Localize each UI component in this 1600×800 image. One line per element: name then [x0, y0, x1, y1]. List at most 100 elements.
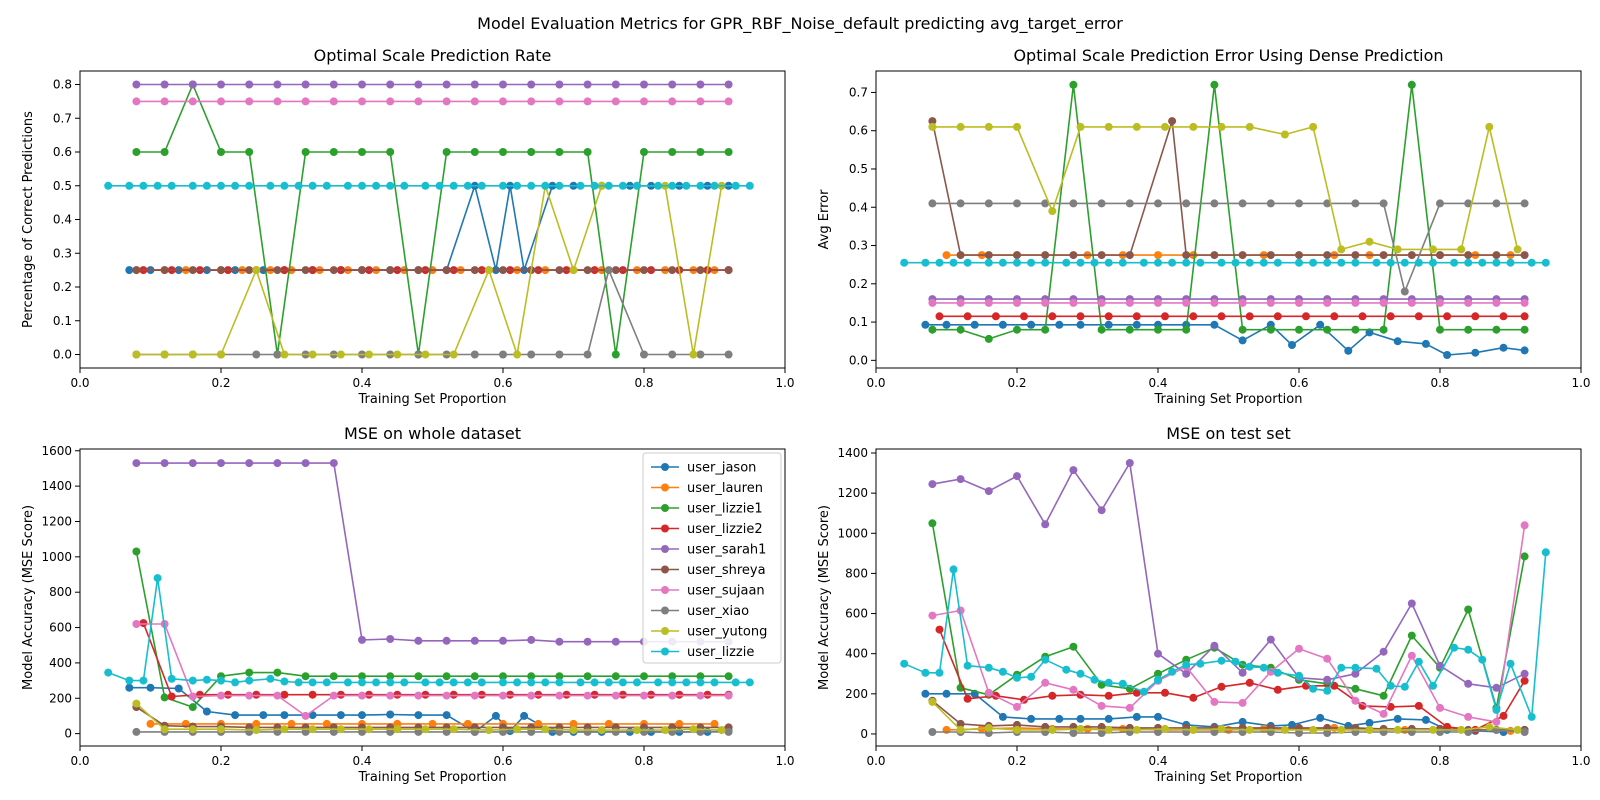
- data-point: [449, 350, 458, 359]
- data-point: [1125, 298, 1134, 307]
- data-point: [1280, 130, 1289, 139]
- data-point: [1238, 325, 1247, 334]
- data-point: [1492, 258, 1501, 267]
- data-point: [1217, 258, 1226, 267]
- data-point: [146, 719, 155, 728]
- legend-entry: user_lizzie2: [651, 522, 763, 537]
- data-point: [1259, 663, 1268, 672]
- data-point: [1520, 676, 1529, 685]
- data-point: [1182, 251, 1191, 260]
- data-point: [1379, 647, 1388, 656]
- x-tick-label: 0.8: [1430, 376, 1449, 390]
- legend-label: user_sujaan: [687, 584, 765, 599]
- plot-area: [104, 459, 754, 736]
- data-point: [1266, 325, 1275, 334]
- data-point: [1273, 668, 1282, 677]
- data-point: [1217, 312, 1226, 321]
- data-point: [104, 668, 113, 677]
- data-point: [696, 672, 705, 681]
- data-point: [1464, 712, 1473, 721]
- data-point: [668, 350, 677, 359]
- data-point: [470, 350, 479, 359]
- legend-marker: [661, 606, 669, 615]
- data-point: [1506, 659, 1515, 668]
- x-tick-label: 0.8: [634, 754, 653, 768]
- series-9: [928, 122, 1522, 254]
- data-point: [1393, 714, 1402, 723]
- data-point: [1069, 80, 1078, 89]
- legend-marker: [661, 504, 669, 512]
- data-point: [449, 678, 458, 687]
- series-line: [932, 84, 1525, 340]
- data-point: [202, 707, 211, 716]
- data-point: [668, 266, 677, 275]
- x-tick-label: 0.0: [70, 754, 89, 768]
- data-point: [1520, 346, 1529, 355]
- data-point: [1097, 199, 1106, 208]
- data-point: [245, 80, 254, 89]
- data-point: [1104, 725, 1113, 734]
- data-point: [301, 266, 310, 275]
- data-point: [188, 350, 197, 359]
- y-tick-label: 0.7: [53, 111, 72, 125]
- data-point: [984, 251, 993, 260]
- data-point: [675, 719, 684, 728]
- data-point: [1379, 298, 1388, 307]
- data-point: [421, 725, 430, 734]
- data-point: [513, 350, 522, 359]
- data-point: [928, 611, 937, 620]
- data-point: [1407, 631, 1416, 640]
- data-point: [583, 691, 592, 700]
- data-point: [329, 691, 338, 700]
- x-tick-label: 0.4: [352, 376, 371, 390]
- data-point: [1471, 348, 1480, 357]
- data-point: [1210, 697, 1219, 706]
- data-point: [928, 117, 937, 126]
- data-point: [1055, 320, 1064, 329]
- data-point: [358, 691, 366, 700]
- data-point: [1436, 661, 1444, 670]
- y-tick-label: 0.0: [849, 353, 868, 367]
- data-point: [1351, 298, 1360, 307]
- data-point: [336, 725, 345, 734]
- data-point: [1069, 729, 1078, 737]
- data-point: [1436, 325, 1444, 334]
- data-point: [928, 728, 937, 736]
- data-point: [1104, 122, 1113, 131]
- data-point: [365, 350, 373, 359]
- data-point: [499, 678, 507, 687]
- y-tick-label: 0.4: [53, 213, 72, 227]
- data-point: [1168, 667, 1177, 676]
- data-point: [633, 181, 641, 190]
- axes-frame: [875, 70, 1582, 369]
- data-point: [1365, 718, 1374, 727]
- chart-2: Optimal Scale Prediction Error Using Den…: [817, 46, 1591, 407]
- data-point: [400, 678, 409, 687]
- data-point: [329, 459, 338, 468]
- y-axis-label: Model Accuracy (MSE Score): [817, 505, 832, 690]
- data-point: [935, 258, 944, 267]
- data-point: [654, 181, 663, 190]
- data-point: [1351, 684, 1360, 693]
- data-point: [139, 619, 148, 628]
- data-point: [724, 672, 733, 681]
- data-point: [1027, 672, 1036, 681]
- data-point: [1436, 251, 1444, 260]
- data-point: [921, 258, 930, 267]
- data-point: [513, 181, 522, 190]
- data-point: [421, 350, 430, 359]
- data-point: [245, 676, 254, 685]
- legend-label: user_lauren: [687, 481, 763, 496]
- series-7: [928, 298, 1529, 307]
- plot-area: [900, 459, 1550, 737]
- data-point: [1421, 339, 1430, 348]
- data-point: [273, 691, 282, 700]
- data-point: [928, 325, 937, 334]
- data-point: [1154, 258, 1162, 267]
- data-point: [188, 692, 197, 701]
- series-line: [932, 202, 1525, 293]
- data-point: [343, 181, 352, 190]
- data-point: [1182, 669, 1191, 678]
- data-point: [1407, 251, 1416, 260]
- x-tick-label: 0.6: [493, 754, 512, 768]
